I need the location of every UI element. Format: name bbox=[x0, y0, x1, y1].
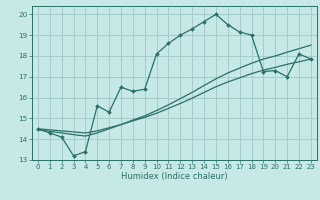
X-axis label: Humidex (Indice chaleur): Humidex (Indice chaleur) bbox=[121, 172, 228, 181]
